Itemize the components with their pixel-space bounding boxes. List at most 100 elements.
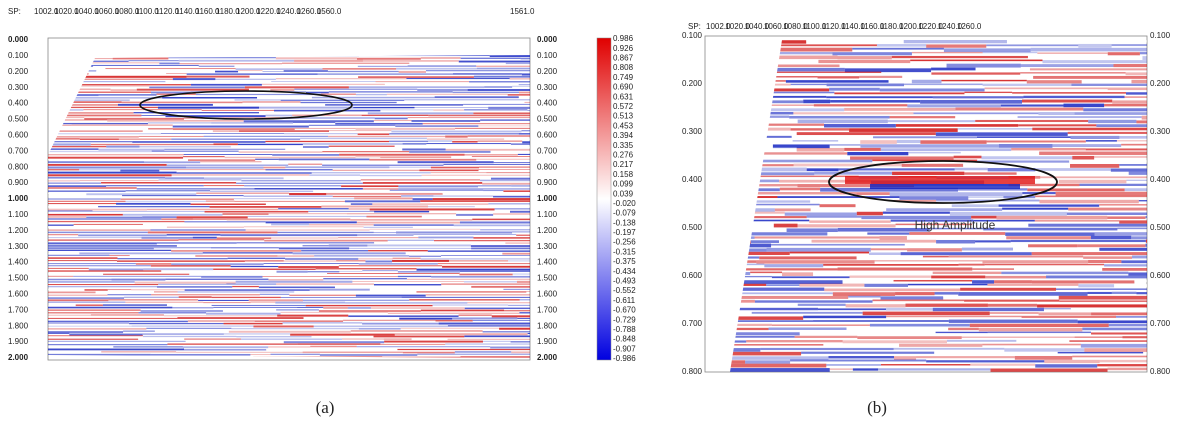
seismic-trace — [178, 296, 212, 298]
seismic-trace — [418, 236, 474, 239]
seismic-trace — [353, 106, 415, 109]
sp-tick-label: 1080.0 — [783, 22, 808, 31]
seismic-trace — [285, 257, 359, 260]
seismic-trace — [329, 130, 392, 132]
seismic-trace — [1069, 340, 1147, 342]
seismic-trace — [948, 255, 1084, 258]
seismic-trace — [1117, 227, 1147, 230]
seismic-trace — [238, 70, 263, 72]
seismic-trace — [931, 72, 1021, 75]
seismic-trace — [904, 243, 1029, 247]
seismic-trace — [482, 182, 530, 185]
seismic-trace — [743, 175, 859, 178]
seismic-trace — [48, 226, 167, 228]
seismic-trace — [489, 55, 530, 58]
colorbar-label: 0.158 — [613, 170, 634, 179]
time-tick-label: 1.400 — [8, 258, 29, 267]
seismic-trace — [771, 243, 905, 246]
seismic-trace — [860, 144, 999, 148]
seismic-trace — [404, 99, 530, 101]
seismic-trace — [185, 340, 284, 342]
sp-tick-label: 1140.0 — [175, 7, 199, 16]
seismic-trace — [48, 254, 110, 256]
seismic-trace — [428, 114, 530, 117]
seismic-trace — [774, 208, 811, 212]
seismic-trace — [1016, 339, 1070, 343]
seismic-trace — [409, 62, 506, 65]
seismic-trace — [983, 227, 1118, 231]
seismic-trace — [931, 275, 986, 279]
seismic-trace — [899, 343, 983, 347]
seismic-trace — [511, 351, 530, 354]
seismic-trace — [84, 117, 184, 120]
seismic-trace — [136, 88, 249, 91]
seismic-trace — [512, 231, 530, 233]
seismic-trace — [946, 63, 1021, 68]
seismic-trace — [373, 335, 465, 338]
seismic-trace — [183, 154, 273, 155]
seismic-trace — [989, 312, 1039, 314]
seismic-trace — [48, 288, 85, 291]
seismic-trace — [374, 242, 506, 244]
seismic-trace — [1016, 171, 1129, 173]
seismic-trace — [166, 304, 212, 307]
colorbar-label: -0.375 — [613, 257, 636, 266]
seismic-trace — [433, 109, 465, 111]
seismic-trace — [48, 344, 168, 346]
seismic-trace — [954, 167, 988, 171]
seismic-trace — [796, 147, 845, 152]
seismic-trace — [285, 148, 403, 151]
seismic-trace — [120, 169, 160, 172]
seismic-trace — [1091, 312, 1147, 316]
seismic-trace — [48, 270, 162, 272]
seismic-trace — [142, 333, 224, 335]
seismic-trace — [265, 114, 293, 117]
seismic-trace — [874, 260, 983, 262]
seismic-trace — [862, 311, 990, 316]
seismic-trace — [401, 296, 530, 298]
seismic-trace — [987, 331, 1092, 334]
seismic-trace — [943, 48, 1031, 53]
seismic-trace — [48, 101, 122, 103]
seismic-trace — [88, 268, 144, 271]
seismic-trace — [730, 316, 804, 320]
seismic-trace — [1006, 236, 1091, 240]
seismic-trace — [508, 260, 530, 262]
seismic-trace — [48, 148, 99, 151]
time-tick-label: 0.700 — [1150, 319, 1171, 328]
seismic-trace — [792, 140, 839, 142]
seismic-trace — [48, 164, 167, 166]
seismic-trace — [142, 216, 177, 218]
colorbar-label: -0.138 — [613, 218, 636, 227]
seismic-trace — [311, 172, 431, 174]
seismic-trace — [994, 280, 1032, 284]
seismic-trace — [1125, 72, 1147, 76]
seismic-trace — [290, 333, 395, 336]
seismic-trace — [1142, 56, 1147, 60]
seismic-trace — [48, 96, 163, 99]
seismic-trace — [474, 205, 530, 208]
seismic-trace — [920, 140, 987, 144]
seismic-trace — [1136, 120, 1147, 124]
seismic-trace — [1021, 315, 1117, 318]
seismic-trace — [730, 299, 755, 303]
seismic-trace — [182, 346, 269, 349]
seismic-trace — [763, 108, 845, 112]
seismic-trace — [387, 312, 520, 314]
seismic-trace — [477, 140, 523, 142]
seismic-trace — [153, 246, 211, 249]
seismic-trace — [830, 100, 921, 103]
seismic-trace — [793, 112, 914, 115]
seismic-trace — [101, 182, 237, 184]
seismic-trace — [1005, 232, 1095, 236]
seismic-trace — [445, 135, 468, 138]
seismic-trace — [243, 120, 374, 123]
seismic-trace — [1128, 272, 1147, 276]
seismic-trace — [964, 172, 1017, 175]
seismic-trace — [48, 239, 179, 241]
time-tick-label: 1.600 — [537, 290, 558, 299]
seismic-trace — [1132, 255, 1147, 259]
seismic-trace — [396, 67, 477, 70]
sp-tick-label: 1140.0 — [841, 22, 865, 31]
seismic-trace — [133, 112, 260, 114]
